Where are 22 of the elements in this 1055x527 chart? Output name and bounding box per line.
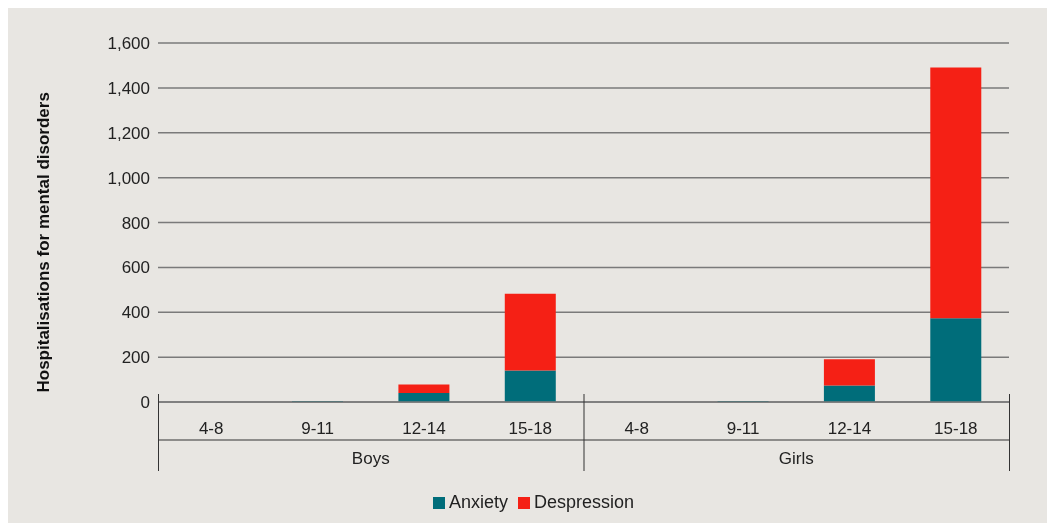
y-axis-title: Hospitalisations for mental disorders bbox=[34, 92, 54, 393]
y-tick-label: 800 bbox=[121, 213, 150, 233]
text: Girls bbox=[777, 449, 815, 469]
x-tick-label: 15-18 bbox=[508, 419, 553, 439]
x-tick-label: 9-11 bbox=[726, 419, 760, 439]
y-tick-label: 600 bbox=[121, 258, 150, 278]
y-tick-label: 0 bbox=[140, 393, 150, 413]
y-tick-label: 1,000 bbox=[107, 168, 150, 188]
x-tick-label: 9-11 bbox=[301, 419, 334, 439]
y-tick-label: 1,600 bbox=[107, 34, 150, 54]
x-tick-label: 15-18 bbox=[934, 419, 978, 439]
x-tick-label: 4-8 bbox=[624, 419, 649, 439]
text: Boys bbox=[350, 449, 391, 469]
x-tick-label: 12-14 bbox=[402, 419, 446, 439]
legend-label: Anxiety bbox=[448, 492, 508, 512]
legend-label: Despression bbox=[533, 492, 635, 512]
x-tick-label: 12-14 bbox=[827, 419, 872, 439]
y-tick-label: 1,400 bbox=[107, 78, 150, 98]
y-tick-label: 400 bbox=[121, 303, 150, 323]
y-tick-label: 1,200 bbox=[107, 123, 150, 143]
y-tick-label: 200 bbox=[121, 348, 150, 368]
x-tick-label: 4-8 bbox=[198, 419, 224, 439]
